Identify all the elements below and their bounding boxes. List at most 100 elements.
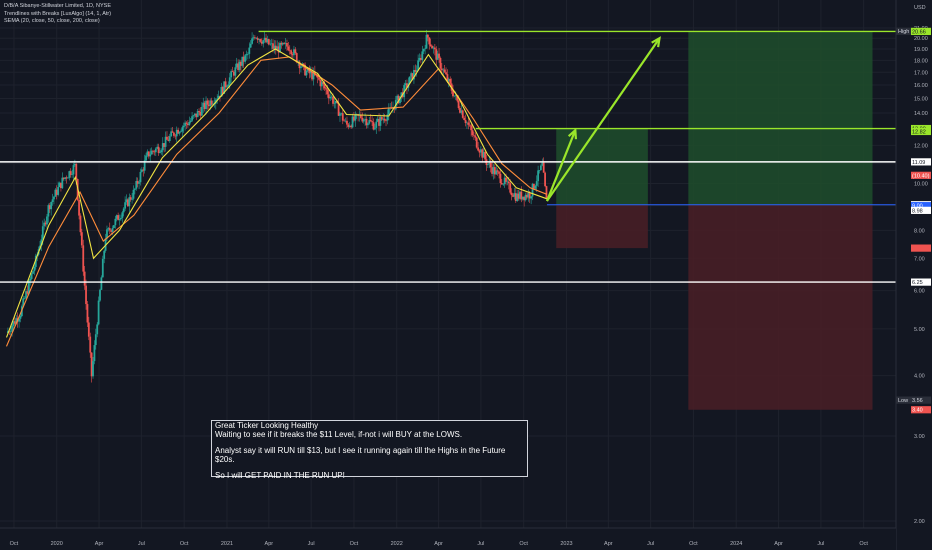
candle-body (152, 150, 154, 152)
time-tick-label: Oct (519, 541, 528, 547)
candle-body (514, 193, 517, 202)
candle-body (226, 86, 228, 88)
candle-body (366, 123, 369, 126)
hl-tag-bg (896, 27, 911, 35)
candle-body (482, 151, 485, 158)
candle-body (528, 193, 531, 199)
candle-body (499, 173, 502, 184)
candle-body (149, 154, 152, 157)
projection-arrow-head-2 (651, 36, 661, 48)
candle-body (332, 96, 334, 104)
candle-body (175, 129, 178, 137)
candle-body (371, 121, 373, 123)
candle-body (340, 113, 343, 114)
candle-body (397, 95, 400, 104)
candle-body (242, 56, 245, 62)
candle-body (294, 49, 297, 54)
candle-body (425, 34, 428, 49)
candle-body (541, 162, 544, 166)
time-tick-label: Oct (350, 541, 359, 547)
candle-body (86, 304, 89, 323)
candle-body (159, 152, 161, 153)
candle-body (207, 104, 210, 107)
candle-body (298, 61, 301, 69)
candle-body (339, 113, 341, 116)
candle-body (138, 182, 140, 184)
candle-body (523, 196, 526, 201)
time-scale[interactable]: Oct 2020 Apr Jul Oct 2021 Apr Jul Oct 2022 Apr Jul O… (0, 527, 896, 550)
candle-body (90, 352, 93, 377)
price-tick-label: 2.00 (914, 519, 925, 525)
indicator-sema[interactable]: SEMA (20, close, 50, close, 200, close) (4, 18, 100, 24)
candle-body (100, 277, 103, 290)
hl-tag-bg (896, 396, 911, 404)
time-tick-label: Oct (180, 541, 189, 547)
candle-body (220, 87, 223, 97)
candle-body (60, 182, 62, 189)
candle-body (80, 232, 83, 246)
candle-body (468, 124, 471, 126)
candle-body (432, 47, 435, 49)
candle-body (277, 46, 280, 53)
candle-body (231, 71, 234, 72)
candle-body (135, 181, 138, 189)
candle-body (114, 218, 117, 226)
ema-20-line (5, 48, 548, 338)
candle-body (330, 96, 333, 98)
candle-body (385, 120, 387, 122)
candle-body (466, 122, 468, 124)
candle-body (108, 228, 111, 231)
candle-body (399, 96, 401, 104)
price-tag-bg (911, 406, 931, 414)
candle-body (113, 225, 115, 229)
candle-body (18, 318, 20, 322)
candle-body (545, 186, 548, 199)
price-tag-bg (911, 278, 931, 286)
candle-body (111, 228, 114, 232)
symbol-title: D/B/A Sibanye-Stillwater Limited, 1D, NY… (4, 3, 111, 9)
candle-body (457, 100, 460, 109)
candle-body (283, 42, 286, 44)
time-tick-label: Jul (308, 541, 315, 547)
candle-body (170, 131, 173, 137)
candle-body (118, 219, 121, 221)
candle-body (350, 125, 353, 128)
candle-body (259, 39, 262, 42)
candle-body (354, 114, 357, 121)
candle-body (69, 171, 72, 175)
time-tick-label: Jul (817, 541, 824, 547)
time-tick-label: 2023 (560, 541, 572, 547)
candle-body (456, 95, 459, 101)
candle-body (185, 122, 188, 124)
candle-body (521, 196, 524, 200)
candle-body (46, 216, 48, 225)
candle-body (206, 100, 209, 105)
price-tag-bg (911, 202, 931, 210)
candle-body (311, 71, 313, 80)
price-tag-bg (911, 171, 931, 179)
candle-body (237, 63, 240, 71)
candle-body (103, 250, 106, 259)
candle-body (93, 345, 96, 362)
candle-body (281, 42, 284, 45)
price-tag-bg (911, 27, 931, 36)
candle-body (406, 83, 408, 88)
text-note[interactable]: Great Ticker Looking Healthy Waiting to … (211, 420, 528, 480)
price-scale[interactable]: USD21.0020.0019.0018.0017.0016.0015.0014… (895, 0, 932, 550)
indicator-trendlines[interactable]: Trendlines with Breaks [LuxAlgo] (14, 1,… (4, 10, 112, 17)
ema-lines (5, 48, 548, 347)
price-tick-label: 16.00 (914, 83, 928, 89)
candle-body (337, 103, 340, 116)
price-tick-label: 3.00 (914, 434, 925, 440)
candle-body (143, 160, 146, 171)
candle-body (489, 162, 492, 168)
candle-body (110, 230, 113, 232)
candle-body (286, 42, 288, 47)
candle-body (362, 119, 365, 122)
candle-body (124, 202, 127, 209)
candle-body (263, 37, 266, 41)
candle-body (346, 120, 348, 125)
candle-body (445, 72, 447, 75)
candle-body (433, 47, 436, 50)
